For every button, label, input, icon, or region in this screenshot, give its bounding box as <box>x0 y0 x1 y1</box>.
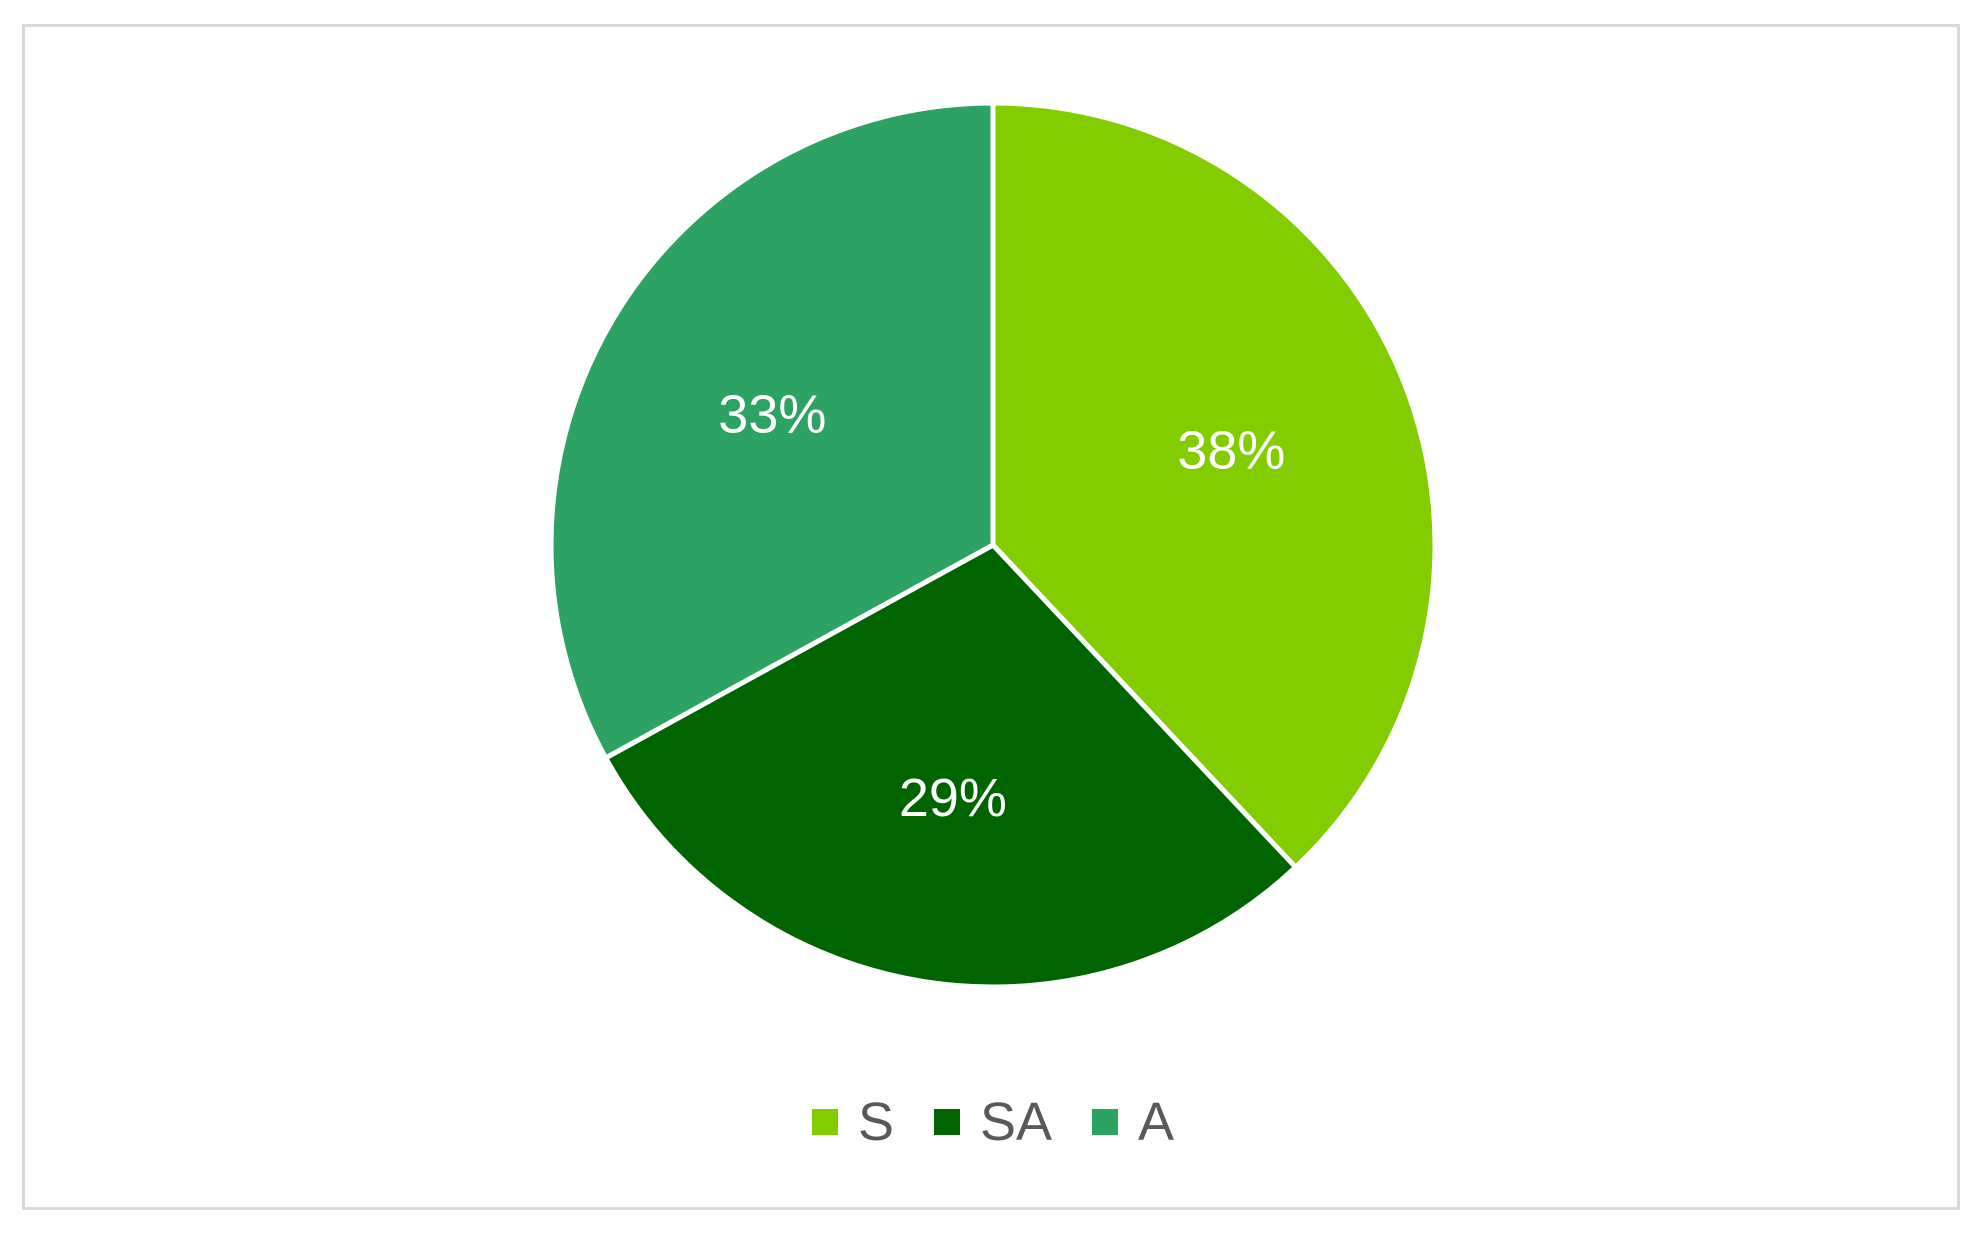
pie-slice-s <box>990 100 1438 870</box>
chart-legend: S SA A <box>0 1090 1986 1154</box>
legend-swatch-sa <box>933 1109 960 1135</box>
legend-label-a: A <box>1138 1092 1175 1152</box>
legend-label-s: S <box>857 1092 894 1152</box>
legend-label-sa: SA <box>979 1092 1053 1152</box>
slice-label-s: 38% <box>1177 421 1285 481</box>
legend-item-a: A <box>1092 1095 1174 1149</box>
slice-label-sa: 29% <box>899 768 1007 828</box>
legend-item-sa: SA <box>933 1092 1053 1152</box>
legend-swatch-s <box>811 1109 838 1135</box>
slice-label-a: 33% <box>718 385 826 445</box>
pie-slice-sa <box>603 542 1299 990</box>
legend-swatch-a <box>1092 1109 1119 1135</box>
pie-slice-a <box>548 100 996 761</box>
legend-item-s: S <box>811 1092 894 1152</box>
